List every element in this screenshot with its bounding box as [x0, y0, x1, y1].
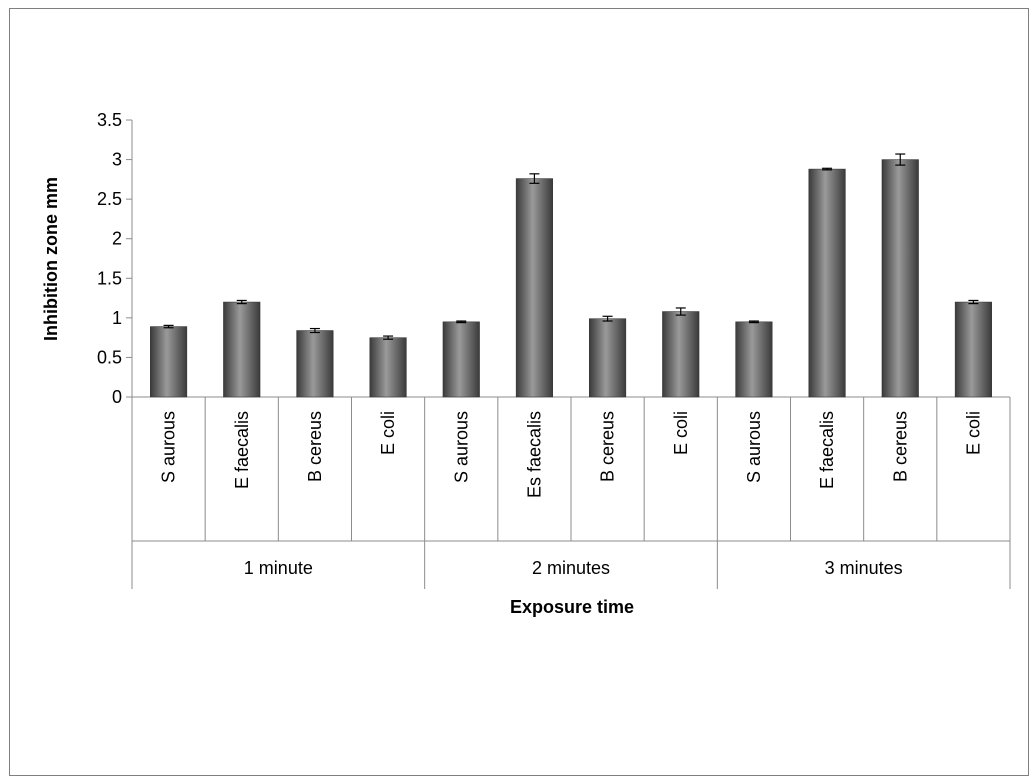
y-tick-label: 3	[112, 150, 122, 170]
category-label: E coli	[671, 411, 691, 455]
category-label: B cereus	[890, 411, 910, 482]
category-label: B cereus	[305, 411, 325, 482]
category-label: S aurous	[159, 411, 179, 483]
category-label: E coli	[378, 411, 398, 455]
y-tick-label: 0	[112, 387, 122, 407]
bar-chart: 0 0.5 1 1.5 2 2.5 3 3.5 S aurous E faecalis B cere…	[41, 110, 1011, 617]
x-axis-title: Exposure time	[510, 597, 634, 617]
group-label: 1 minute	[244, 558, 313, 578]
bar	[881, 159, 919, 398]
bar	[808, 168, 846, 398]
category-label: B cereus	[598, 411, 618, 482]
category-label: Es faecalis	[524, 411, 544, 498]
y-tick-label: 1.5	[97, 268, 122, 288]
bar	[662, 311, 700, 398]
bar	[150, 326, 188, 398]
y-axis-title: Inhibition zone mm	[41, 177, 61, 341]
bar	[735, 321, 773, 398]
y-tick-label: 2	[112, 229, 122, 249]
category-label: S aurous	[744, 411, 764, 483]
category-label: E faecalis	[817, 411, 837, 489]
bar	[589, 318, 627, 398]
category-label: E coli	[963, 411, 983, 455]
chart-area: 0 0.5 1 1.5 2 2.5 3 3.5 S aurous E faecalis B cere…	[9, 8, 1029, 776]
y-tick-label: 2.5	[97, 189, 122, 209]
group-label: 3 minutes	[825, 558, 903, 578]
category-label: E faecalis	[232, 411, 252, 489]
bar	[223, 301, 261, 398]
bar	[954, 301, 992, 398]
bar	[442, 321, 480, 398]
bar	[369, 337, 407, 398]
group-label: 2 minutes	[532, 558, 610, 578]
bar	[515, 178, 553, 398]
y-tick-label: 3.5	[97, 110, 122, 130]
y-tick-label: 0.5	[97, 347, 122, 367]
bar	[296, 330, 334, 398]
category-label: S aurous	[451, 411, 471, 483]
y-tick-label: 1	[112, 308, 122, 328]
